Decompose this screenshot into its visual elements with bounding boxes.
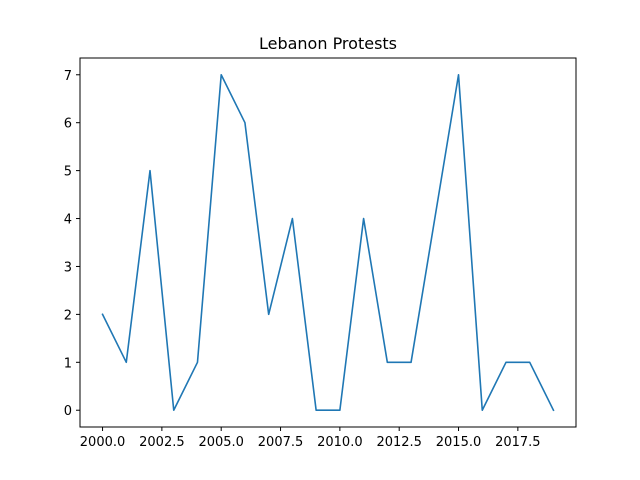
y-tick-label: 2 (64, 308, 72, 323)
x-tick-label: 2015.0 (436, 435, 482, 450)
y-tick-label: 0 (64, 404, 72, 419)
x-tick-label: 2017.5 (495, 435, 541, 450)
x-axis: 2000.0 2002.5 2005.0 2007.5 2010.0 2012.5 2015… (80, 427, 541, 450)
x-tick-label: 2002.5 (139, 435, 185, 450)
axes-frame (79, 57, 577, 428)
series-line (101, 73, 555, 412)
x-tick-label: 2007.5 (258, 435, 304, 450)
axes-background (80, 58, 576, 427)
x-tick-label: 2010.0 (317, 435, 363, 450)
chart-title: Lebanon Protests (259, 34, 397, 53)
x-tick-label: 2005.0 (198, 435, 244, 450)
y-tick-label: 4 (64, 213, 72, 228)
x-tick-label: 2000.0 (80, 435, 126, 450)
y-axis: 0 1 2 3 4 5 6 7 (64, 69, 80, 419)
y-tick-label: 1 (64, 356, 72, 371)
y-tick-label: 6 (64, 117, 72, 132)
x-tick-label: 2012.5 (376, 435, 422, 450)
y-tick-label: 7 (64, 69, 72, 84)
y-tick-label: 5 (64, 165, 72, 180)
series-layer (101, 73, 555, 412)
plot-area: 2000.0 2002.5 2005.0 2007.5 2010.0 2012.5 2015… (64, 57, 577, 450)
y-tick-label: 3 (64, 260, 72, 275)
